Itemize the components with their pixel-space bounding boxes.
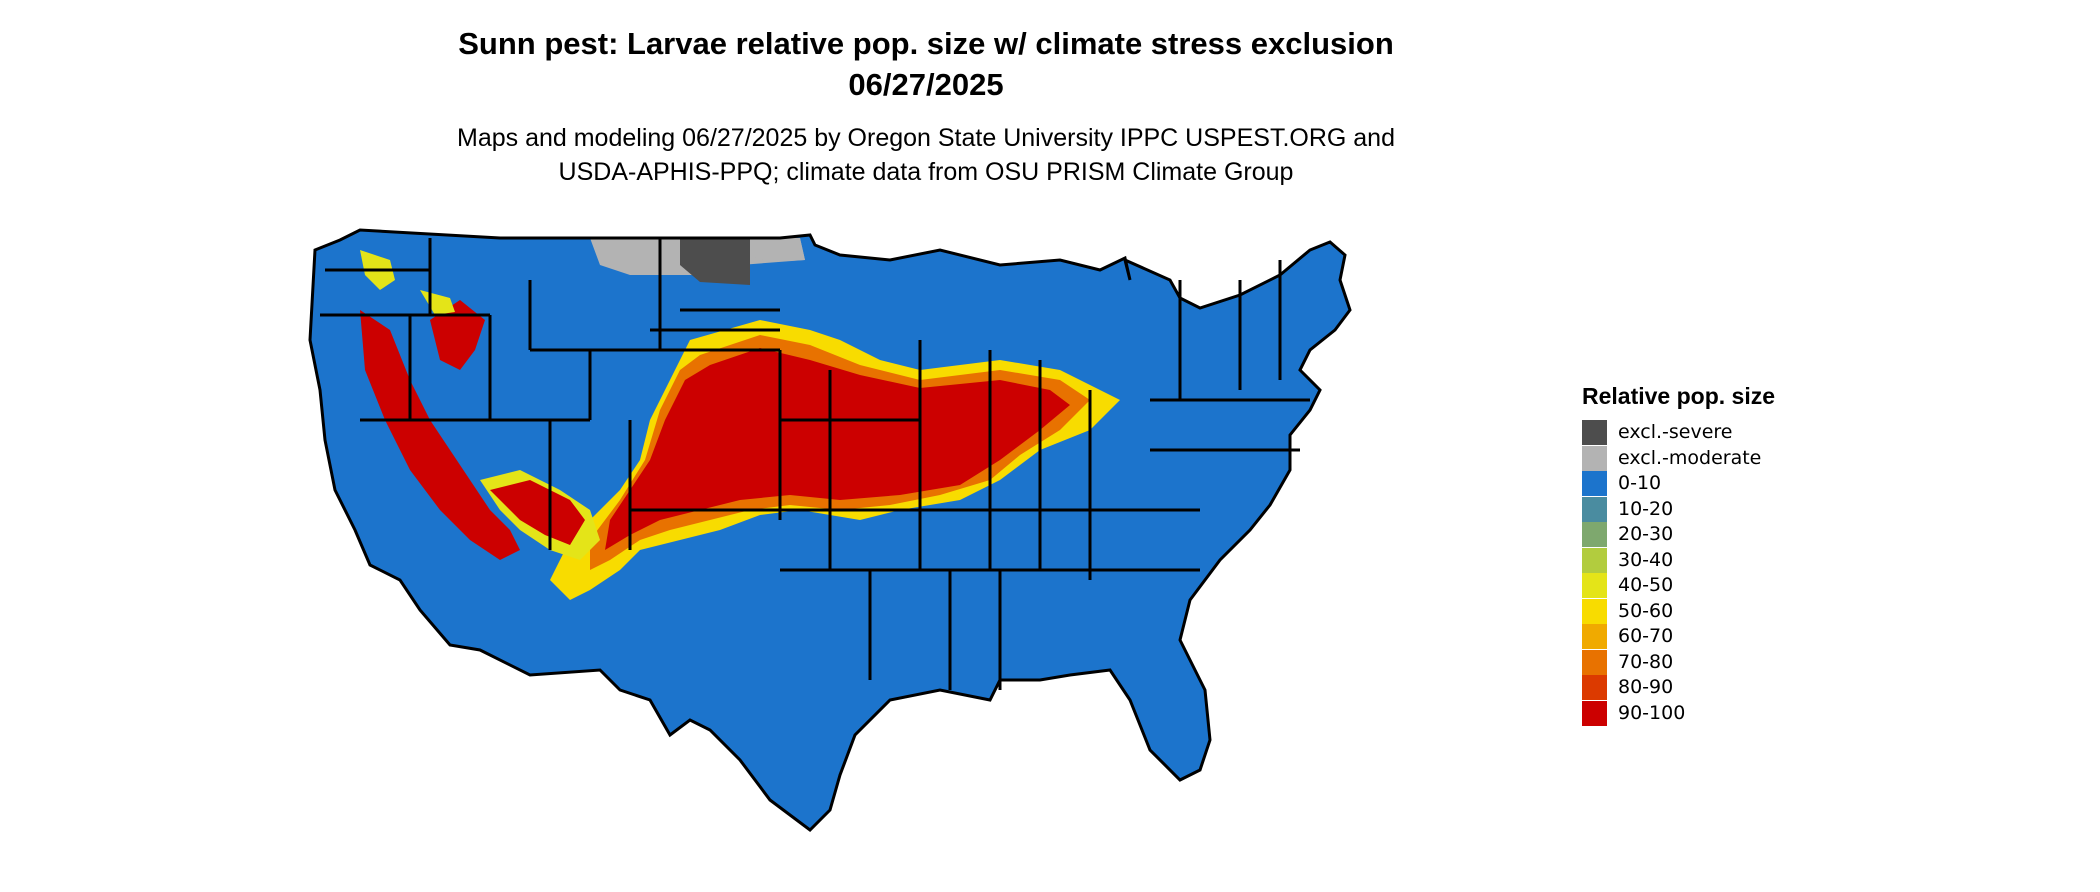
nevada-high-region [430, 300, 485, 370]
legend-swatch [1582, 598, 1607, 624]
legend-label: 60-70 [1618, 625, 1674, 647]
us-map [308, 228, 1352, 832]
legend-label: 0-10 [1618, 472, 1662, 494]
california-high-region [360, 310, 520, 560]
map-subtitle-line2: USDA-APHIS-PPQ; climate data from OSU PR… [558, 158, 1294, 186]
legend-label: 90-100 [1618, 701, 1686, 724]
legend-label: 40-50 [1618, 574, 1674, 596]
legend-label: 20-30 [1618, 523, 1674, 545]
legend-swatch [1582, 649, 1607, 675]
legend-label: excl.-severe [1618, 421, 1733, 443]
legend-swatch [1582, 420, 1607, 445]
map-subtitle-line1: Maps and modeling 06/27/2025 by Oregon S… [457, 124, 1395, 152]
legend-title: Relative pop. size [1582, 383, 1776, 409]
legend-swatch [1582, 445, 1607, 471]
map-title: Sunn pest: Larvae relative pop. size w/ … [458, 26, 1394, 61]
exclusion-severe-region [680, 238, 750, 285]
legend-label: 70-80 [1618, 650, 1674, 673]
legend-swatch [1582, 675, 1607, 700]
exclusion-severe-region-2 [845, 242, 900, 255]
suitability-90-100 [605, 348, 1070, 550]
legend-swatch [1582, 471, 1607, 496]
legend-label: excl.-moderate [1618, 446, 1762, 469]
legend-label: 30-40 [1618, 548, 1674, 571]
map-date: 06/27/2025 [848, 67, 1004, 102]
legend-swatch [1582, 573, 1607, 598]
legend-swatch [1582, 522, 1607, 547]
state-borders [320, 238, 1310, 690]
legend-label: 50-60 [1618, 599, 1674, 622]
exclusion-moderate-region-2 [740, 238, 805, 262]
legend-label: 10-20 [1618, 497, 1674, 520]
southwest-high-region [490, 480, 585, 545]
legend-swatch [1582, 700, 1607, 726]
legend-swatch [1582, 624, 1607, 649]
legend-swatch [1582, 496, 1607, 522]
legend-swatch [1582, 547, 1607, 573]
us-outline [308, 228, 1352, 832]
legend-label: 80-90 [1618, 676, 1674, 698]
